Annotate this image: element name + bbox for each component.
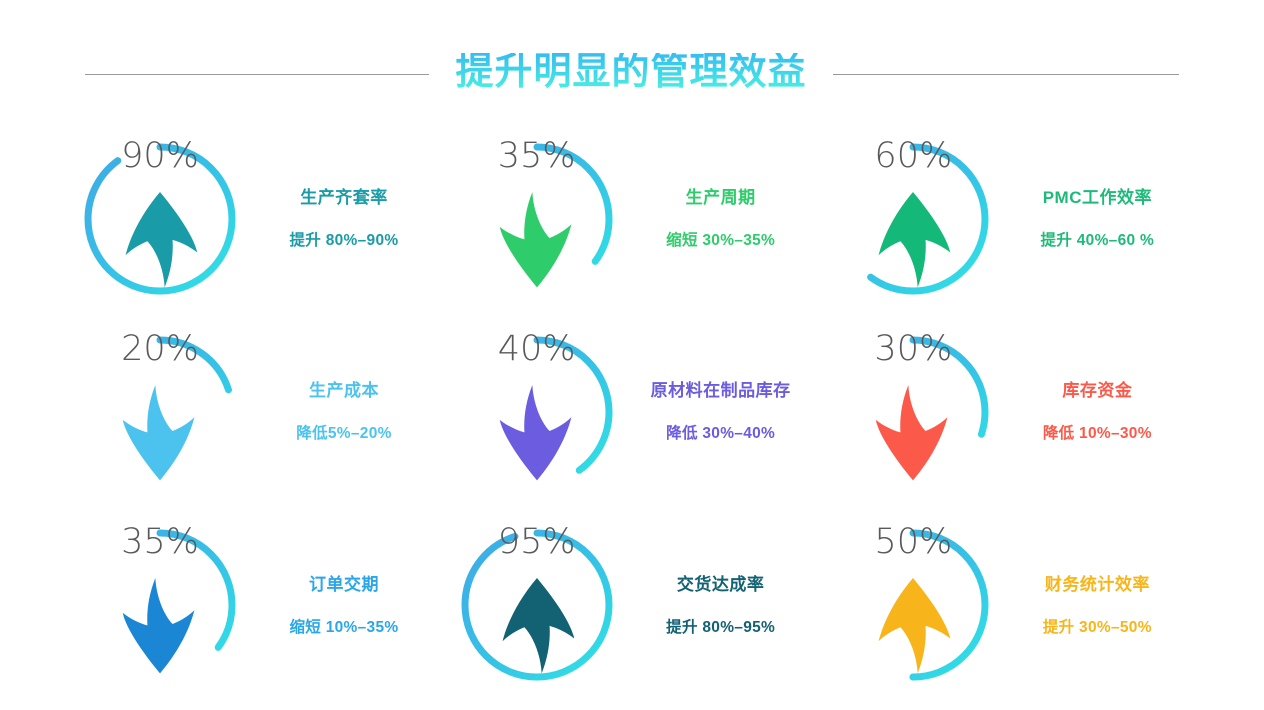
gauge-center: 95% [457,525,617,685]
metric-gauge: 90% [80,135,240,299]
metric-detail: 缩短 10%–35% [289,618,399,636]
metric-title: 生产成本 [309,381,379,401]
gauge-ring-svg [461,143,613,295]
metric-text-block: 生产周期缩短 30%–35% [631,189,811,249]
gauge-ring-svg [84,336,236,488]
metric-gauge: 20% [80,328,240,492]
metric-text-block: 生产成本降低5%–20% [254,382,434,442]
gauge-arc [461,529,613,681]
gauge-ring-svg [461,336,613,488]
gauge-value: 50% [874,522,953,563]
gauge-ring-svg [461,529,613,681]
metric-cell: 50% 财务统计效率 提升 30%–50% [825,509,1202,702]
metric-cell: 60% PMC工作效率 提升 40%–60 % [825,122,1202,315]
metric-detail: 降低 30%–40% [666,425,776,443]
metric-gauge: 35% [457,135,617,299]
gauge-center: 50% [833,525,993,685]
gauge-arc [837,336,989,488]
metric-detail: 提升 40%–60 % [1040,231,1155,249]
metric-detail: 缩短 30%–35% [666,231,776,249]
arrow-down-icon [499,384,572,481]
metric-text-block: 订单交期缩短 10%–35% [254,576,434,636]
metric-title: 订单交期 [309,574,379,594]
gauge-ring-svg [837,336,989,488]
arrow-up-icon [125,191,198,288]
gauge-arc [461,336,613,488]
gauge-center: 30% [833,328,993,492]
metric-gauge: 40% [457,328,617,492]
metric-text-block: 交货达成率提升 80%–95% [631,576,811,636]
metric-detail: 降低5%–20% [296,425,392,443]
gauge-center: 35% [457,135,617,299]
gauge-center: 35% [80,525,240,685]
metric-text-block: 原材料在制品库存 降低 30%–40% [631,382,811,442]
metrics-grid: 90% 生产齐套率提升 80%–90% 35% 生产周期缩短 30%–35% 60% PM… [72,122,1202,702]
gauge-ring-svg [84,529,236,681]
gauge-value: 90% [121,135,199,176]
metric-cell: 30% 库存资金降低 10%–30% [825,315,1202,508]
arrow-down-icon [122,578,195,674]
metric-cell: 35% 订单交期缩短 10%–35% [72,509,449,702]
metric-title: 原材料在制品库存 [650,381,791,401]
metric-cell: 95% 交货达成率提升 80%–95% [449,509,826,702]
gauge-arc [84,143,236,295]
arrow-up-icon [502,578,574,674]
header-rule-right [832,73,1179,75]
metric-detail: 提升 80%–90% [289,231,399,249]
metric-title: PMC工作效率 [1042,187,1152,207]
gauge-arc [84,529,236,681]
gauge-value: 60% [874,135,953,176]
gauge-value: 40% [497,328,576,369]
metric-cell: 35% 生产周期缩短 30%–35% [449,122,826,315]
page-header: 提升明显的管理效益 [0,44,1264,104]
metric-text-block: PMC工作效率 提升 40%–60 % [1007,189,1187,249]
metric-title: 交货达成率 [676,574,765,594]
gauge-center: 90% [80,135,240,299]
metric-detail: 降低 10%–30% [1042,425,1152,443]
gauge-ring-svg [837,143,989,295]
metric-cell: 20% 生产成本降低5%–20% [72,315,449,508]
gauge-arc [461,143,613,295]
metric-gauge: 35% [80,525,240,685]
arrow-down-icon [499,191,572,288]
header-rule-left [85,73,430,75]
metric-gauge: 60% [833,135,993,299]
gauge-center: 40% [457,328,617,492]
gauge-center: 60% [833,135,993,299]
gauge-value: 20% [121,328,199,369]
metric-title: 生产周期 [685,187,756,207]
gauge-value: 95% [497,522,576,563]
metric-detail: 提升 30%–50% [1042,618,1152,636]
metric-detail: 提升 80%–95% [666,618,776,636]
page-title: 提升明显的管理效益 [455,51,807,93]
metric-title: 财务统计效率 [1044,574,1150,594]
arrow-down-icon [876,384,948,481]
arrow-up-icon [878,578,951,674]
metric-text-block: 生产齐套率提升 80%–90% [254,189,434,249]
metric-gauge: 95% [457,525,617,685]
metric-title: 生产齐套率 [300,187,388,207]
gauge-value: 35% [121,522,199,563]
arrow-down-icon [122,384,195,481]
gauge-value: 30% [874,328,953,369]
gauge-ring-svg [837,529,989,681]
metric-title: 库存资金 [1062,381,1133,401]
metric-gauge: 30% [833,328,993,492]
metric-cell: 40% 原材料在制品库存 降低 30%–40% [449,315,826,508]
metric-gauge: 50% [833,525,993,685]
metric-text-block: 库存资金降低 10%–30% [1007,382,1187,442]
gauge-arc [84,336,236,488]
gauge-arc [837,143,989,295]
metric-cell: 90% 生产齐套率提升 80%–90% [72,122,449,315]
metric-text-block: 财务统计效率 提升 30%–50% [1007,576,1187,636]
arrow-up-icon [878,191,951,288]
gauge-ring-svg [84,143,236,295]
gauge-center: 20% [80,328,240,492]
gauge-value: 35% [497,135,576,176]
gauge-arc [837,529,989,681]
